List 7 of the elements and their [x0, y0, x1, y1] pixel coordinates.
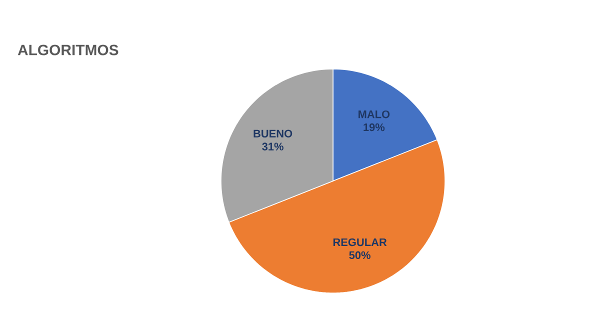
data-label: 19% [364, 123, 385, 132]
slice-label: REGULAR [333, 238, 387, 246]
slice-label: MALO [358, 110, 390, 118]
data-label: 50% [349, 251, 370, 260]
text: ALGORITMOS [18, 44, 118, 56]
slice-label: BUENO [254, 130, 292, 138]
data-label: 31% [262, 142, 284, 150]
